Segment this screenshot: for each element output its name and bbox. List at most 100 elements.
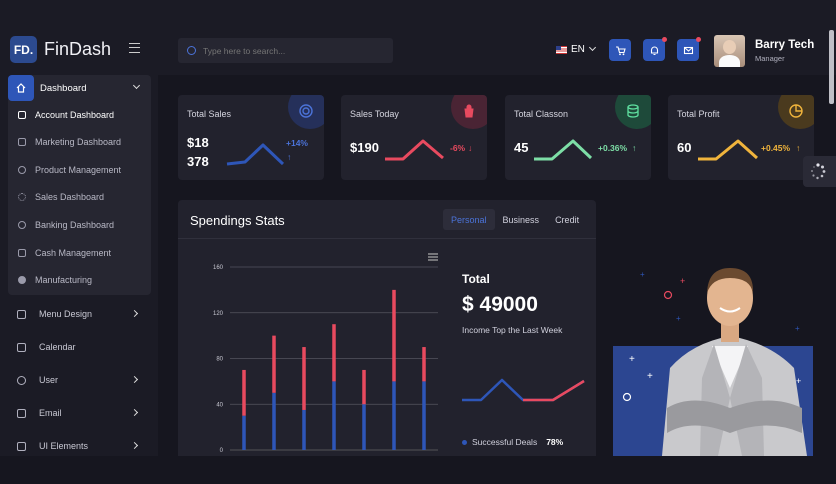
search-icon	[187, 46, 196, 55]
chevron-down-icon	[132, 81, 141, 90]
nav-label: User	[39, 375, 59, 385]
sidebar-item-dashboard[interactable]: Dashboard	[8, 75, 151, 101]
hamburger-menu-icon[interactable]	[129, 43, 140, 53]
grid-icon	[17, 441, 26, 451]
card-value-line1: $18	[187, 135, 209, 150]
search-input[interactable]	[203, 45, 383, 56]
dot-icon	[18, 276, 26, 284]
sidebar-subitem-account-dashboard[interactable]: Account Dashboard	[8, 107, 148, 123]
menu-icon	[17, 309, 26, 319]
pie-icon	[778, 95, 814, 129]
spendings-bar-chart: 0 40 80 120 160	[213, 253, 438, 454]
circle-check-icon	[18, 166, 26, 174]
cart-button[interactable]	[609, 39, 631, 61]
chart-menu-icon[interactable]	[428, 253, 438, 261]
subitem-label: Banking Dashboard	[35, 220, 115, 230]
spinner-icon	[811, 163, 826, 180]
search-bar[interactable]	[178, 38, 393, 63]
user-role: Manager	[755, 54, 785, 63]
legend-label: Successful Deals	[472, 437, 538, 447]
total-label: Total	[462, 272, 490, 286]
messages-button[interactable]	[677, 37, 701, 61]
bar-segment-red	[302, 347, 306, 410]
subitem-label: Manufacturing	[35, 275, 93, 285]
target-icon	[18, 221, 26, 229]
sidebar-subitem-sales-dashboard[interactable]: Sales Dashboard	[8, 189, 148, 205]
legend-value: 78%	[546, 437, 564, 447]
scrollbar[interactable]	[829, 30, 834, 104]
gear-icon	[18, 193, 26, 201]
tab-credit[interactable]: Credit	[555, 214, 580, 225]
sidebar: FD. FinDash Dashboard Account Dashboard …	[0, 0, 158, 484]
brand[interactable]: FD. FinDash	[10, 36, 111, 63]
y-tick-label: 0	[220, 448, 224, 454]
card-change: +0.36%	[598, 143, 628, 153]
notification-dot	[662, 37, 667, 42]
card-change: -6%	[450, 143, 466, 153]
stat-card-total-profit: Total Profit 60 +0.45% ↑	[668, 95, 814, 180]
svg-text:+: +	[680, 276, 685, 286]
chevron-down-icon	[588, 43, 596, 52]
subitem-label: Cash Management	[35, 248, 112, 258]
sidebar-subitem-manufacturing[interactable]: Manufacturing	[8, 272, 148, 288]
legend-successful-deals: Successful Deals 78%	[462, 437, 563, 447]
tab-personal[interactable]: Personal	[443, 209, 495, 230]
spendings-tabs: Personal Business Credit	[443, 209, 587, 230]
card-change: +0.45%	[761, 143, 791, 153]
email-icon	[17, 408, 26, 418]
sidebar-subitem-banking-dashboard[interactable]: Banking Dashboard	[8, 217, 148, 233]
dashboard-menu-group: Dashboard Account Dashboard Marketing Da…	[8, 75, 151, 295]
brand-name: FinDash	[44, 39, 112, 59]
calendar-icon	[17, 342, 26, 352]
bar-segment-red	[332, 324, 336, 382]
settings-loader-button[interactable]	[803, 156, 836, 187]
bar-segment-blue	[272, 392, 276, 450]
sidebar-item-ui-elements[interactable]: UI Elements	[0, 437, 158, 455]
sidebar-item-label: Dashboard	[40, 82, 87, 94]
bar-segment-red	[242, 369, 246, 416]
avatar[interactable]	[714, 35, 745, 67]
us-flag-icon	[556, 45, 567, 54]
language-selector[interactable]: EN	[556, 43, 596, 55]
bar-segment-blue	[362, 404, 366, 450]
sparkline-chart	[226, 143, 285, 166]
database-icon	[615, 95, 651, 129]
svg-text:+: +	[796, 376, 801, 386]
tab-business[interactable]: Business	[502, 214, 540, 225]
card-value-line2: 378	[187, 154, 209, 169]
chart-icon	[18, 249, 26, 257]
sidebar-item-email[interactable]: Email	[0, 404, 158, 422]
sparkline-chart	[385, 139, 444, 161]
sidebar-subitem-cash-management[interactable]: Cash Management	[8, 245, 148, 261]
y-tick-label: 40	[216, 402, 223, 408]
brand-logo: FD.	[10, 36, 37, 63]
bag-icon	[451, 95, 487, 129]
card-value: 60	[677, 140, 692, 155]
notifications-button[interactable]	[643, 37, 667, 61]
card-title: Total Profit	[677, 109, 720, 119]
trend-up-icon: ↑	[796, 143, 801, 153]
bar-segment-blue	[392, 381, 396, 450]
sidebar-item-menu-design[interactable]: Menu Design	[0, 305, 158, 323]
bell-icon	[650, 46, 658, 55]
sidebar-subitem-product-management[interactable]: Product Management	[8, 162, 148, 178]
bar-segment-blue	[422, 381, 426, 450]
sparkline-chart	[698, 139, 759, 161]
stat-card-total-sales: Total Sales $18 378 +14% ↑	[178, 95, 324, 180]
svg-text:+: +	[676, 314, 681, 323]
sidebar-item-user[interactable]: User	[0, 371, 158, 389]
sidebar-subitem-marketing-dashboard[interactable]: Marketing Dashboard	[8, 134, 148, 150]
svg-text:+: +	[629, 354, 635, 365]
bar-segment-red	[392, 289, 396, 382]
svg-text:+: +	[647, 371, 653, 382]
panel-title: Spendings Stats	[190, 213, 285, 228]
mail-icon	[683, 46, 693, 54]
card-value: $190	[350, 140, 379, 155]
businessman-photo	[662, 268, 807, 456]
svg-text:+: +	[640, 270, 645, 279]
card-title: Sales Today	[350, 109, 399, 119]
sidebar-item-calendar[interactable]: Calendar	[0, 338, 158, 356]
page-bottom	[0, 456, 836, 484]
cart-icon	[615, 45, 626, 55]
nav-label: Email	[39, 408, 62, 418]
